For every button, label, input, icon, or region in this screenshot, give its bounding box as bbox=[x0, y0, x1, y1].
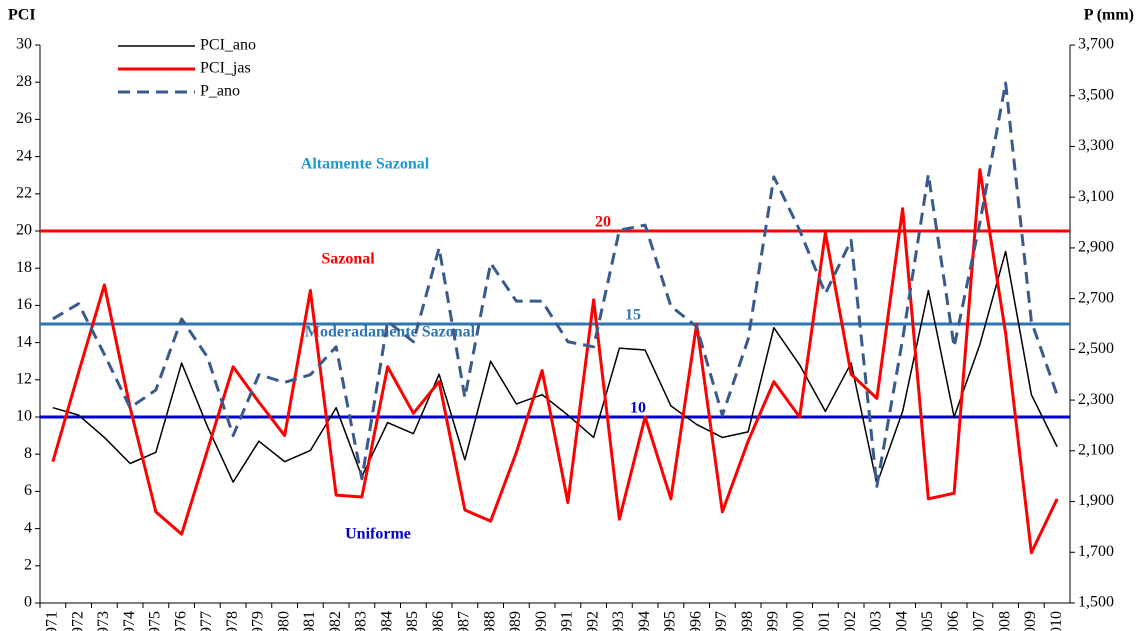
x-tick-label: 1976 bbox=[172, 611, 189, 631]
x-tick-label: 2003 bbox=[868, 611, 885, 631]
x-tick-label: 1991 bbox=[559, 611, 576, 631]
threshold-label: 15 bbox=[625, 307, 641, 324]
x-tick-label: 1981 bbox=[301, 611, 318, 631]
y2-tick-label: 1,500 bbox=[1078, 594, 1114, 611]
x-tick-label: 2007 bbox=[971, 611, 988, 631]
y-tick-label: 24 bbox=[16, 147, 32, 164]
x-tick-label: 2001 bbox=[816, 611, 833, 631]
y-tick-label: 28 bbox=[16, 73, 32, 90]
x-tick-label: 1984 bbox=[378, 611, 395, 631]
x-tick-label: 1990 bbox=[533, 611, 550, 631]
zone-label: Uniforme bbox=[345, 526, 411, 543]
x-tick-label: 2006 bbox=[945, 611, 962, 631]
series-line bbox=[51, 168, 1059, 555]
threshold-label: 20 bbox=[595, 214, 611, 231]
y2-tick-label: 2,100 bbox=[1078, 441, 1114, 458]
y-axis-title: PCI bbox=[8, 7, 36, 24]
y2-tick-label: 2,500 bbox=[1078, 340, 1114, 357]
y-tick-label: 16 bbox=[16, 296, 32, 313]
x-tick-label: 1989 bbox=[507, 611, 524, 631]
x-tick-label: 2004 bbox=[893, 611, 910, 631]
x-tick-label: 2009 bbox=[1022, 611, 1039, 631]
series-line bbox=[52, 81, 1059, 488]
x-tick-label: 1995 bbox=[662, 611, 679, 631]
y2-tick-label: 3,100 bbox=[1078, 188, 1114, 205]
x-tick-label: 2005 bbox=[919, 611, 936, 631]
x-tick-label: 2010 bbox=[1048, 611, 1065, 631]
y-tick-label: 18 bbox=[16, 259, 32, 276]
x-tick-label: 1992 bbox=[584, 611, 601, 631]
y2-tick-label: 3,700 bbox=[1078, 36, 1114, 53]
x-tick-label: 1982 bbox=[327, 611, 344, 631]
y-tick-label: 10 bbox=[16, 408, 32, 425]
y-tick-label: 20 bbox=[16, 222, 32, 239]
x-tick-label: 1987 bbox=[456, 611, 473, 631]
y-tick-label: 4 bbox=[24, 519, 32, 536]
y2-tick-label: 1,700 bbox=[1078, 543, 1114, 560]
y2-tick-label: 2,700 bbox=[1078, 289, 1114, 306]
y2-axis-title: P (mm) bbox=[1084, 7, 1134, 24]
legend-label: P_ano bbox=[200, 83, 240, 100]
x-tick-label: 1972 bbox=[69, 611, 86, 631]
x-tick-label: 1975 bbox=[147, 611, 164, 631]
x-tick-label: 1996 bbox=[687, 611, 704, 631]
x-tick-label: 2002 bbox=[842, 611, 859, 631]
y2-tick-label: 2,900 bbox=[1078, 239, 1114, 256]
y-tick-label: 30 bbox=[16, 36, 32, 53]
y2-tick-label: 3,500 bbox=[1078, 86, 1114, 103]
legend-label: PCI_ano bbox=[200, 37, 256, 54]
y2-tick-label: 2,300 bbox=[1078, 391, 1114, 408]
y-tick-label: 12 bbox=[16, 370, 32, 387]
y-tick-label: 6 bbox=[24, 482, 32, 499]
legend-label: PCI_jas bbox=[200, 60, 251, 77]
x-tick-label: 1988 bbox=[481, 611, 498, 631]
y-tick-label: 26 bbox=[16, 110, 32, 127]
x-tick-label: 1998 bbox=[739, 611, 756, 631]
x-tick-label: 1994 bbox=[636, 611, 653, 631]
x-tick-label: 1974 bbox=[121, 611, 138, 631]
y2-tick-label: 3,300 bbox=[1078, 137, 1114, 154]
x-tick-label: 1997 bbox=[713, 611, 730, 631]
x-tick-label: 1980 bbox=[275, 611, 292, 631]
x-tick-label: 1977 bbox=[198, 611, 215, 631]
x-tick-label: 1973 bbox=[95, 611, 112, 631]
y-tick-label: 14 bbox=[16, 333, 32, 350]
zone-label: Altamente Sazonal bbox=[301, 156, 430, 173]
threshold-label: 10 bbox=[630, 400, 646, 417]
y-tick-label: 0 bbox=[24, 594, 32, 611]
x-tick-label: 1979 bbox=[250, 611, 267, 631]
x-tick-label: 2008 bbox=[996, 611, 1013, 631]
x-tick-label: 1971 bbox=[44, 611, 61, 631]
x-tick-label: 1993 bbox=[610, 611, 627, 631]
x-tick-label: 1986 bbox=[430, 611, 447, 631]
y-tick-label: 2 bbox=[24, 556, 32, 573]
zone-label: Sazonal bbox=[321, 251, 375, 268]
x-tick-label: 1985 bbox=[404, 611, 421, 631]
series-line bbox=[52, 250, 1058, 485]
x-tick-label: 2000 bbox=[790, 611, 807, 631]
y-tick-label: 22 bbox=[16, 184, 32, 201]
x-tick-label: 1978 bbox=[224, 611, 241, 631]
y2-tick-label: 1,900 bbox=[1078, 492, 1114, 509]
x-tick-label: 1983 bbox=[353, 611, 370, 631]
x-tick-label: 1999 bbox=[765, 611, 782, 631]
y-tick-label: 8 bbox=[24, 445, 32, 462]
zone-label: Moderadamente Sazonal bbox=[305, 324, 476, 341]
